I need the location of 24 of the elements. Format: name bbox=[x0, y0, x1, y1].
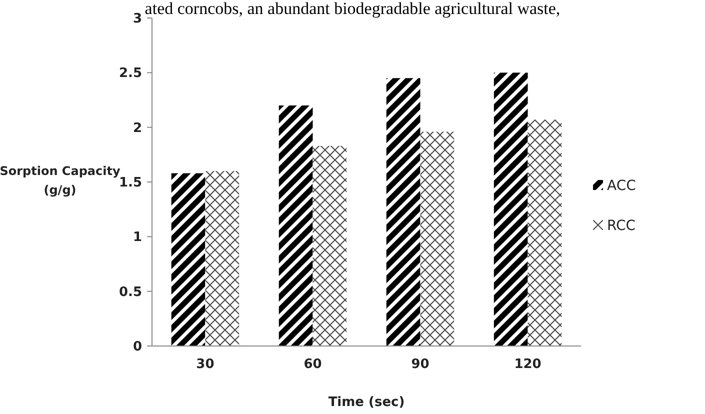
x-tick-label: 120 bbox=[514, 357, 542, 372]
y-tick-label: 0.5 bbox=[118, 284, 142, 300]
legend-label: ACC bbox=[607, 178, 636, 194]
y-axis-title: Sorption Capacity (g/g) bbox=[0, 164, 120, 197]
y-tick-label: 3 bbox=[132, 12, 142, 27]
bar bbox=[528, 120, 562, 346]
bar bbox=[205, 171, 240, 346]
bar bbox=[420, 132, 454, 346]
x-tick-label: 90 bbox=[411, 357, 430, 372]
y-tick-label: 0 bbox=[132, 340, 142, 355]
bar bbox=[386, 78, 420, 346]
bar bbox=[171, 173, 206, 346]
x-tick-label: 30 bbox=[196, 357, 214, 372]
bar bbox=[312, 146, 347, 346]
y-tick-label: 2 bbox=[132, 120, 142, 136]
y-tick-label: 2.5 bbox=[118, 66, 142, 82]
bar bbox=[494, 72, 528, 346]
y-tick-label: 1 bbox=[132, 230, 142, 246]
y-tick-label: 1.5 bbox=[118, 176, 142, 191]
annotation: ated corncobs, an abundant biodegradable agricultural waste, bbox=[144, 0, 560, 18]
x-tick-label: 60 bbox=[304, 357, 322, 372]
legend-label: RCC bbox=[607, 218, 636, 234]
x-axis-title: Time (sec) bbox=[328, 395, 405, 410]
bar bbox=[278, 105, 313, 346]
